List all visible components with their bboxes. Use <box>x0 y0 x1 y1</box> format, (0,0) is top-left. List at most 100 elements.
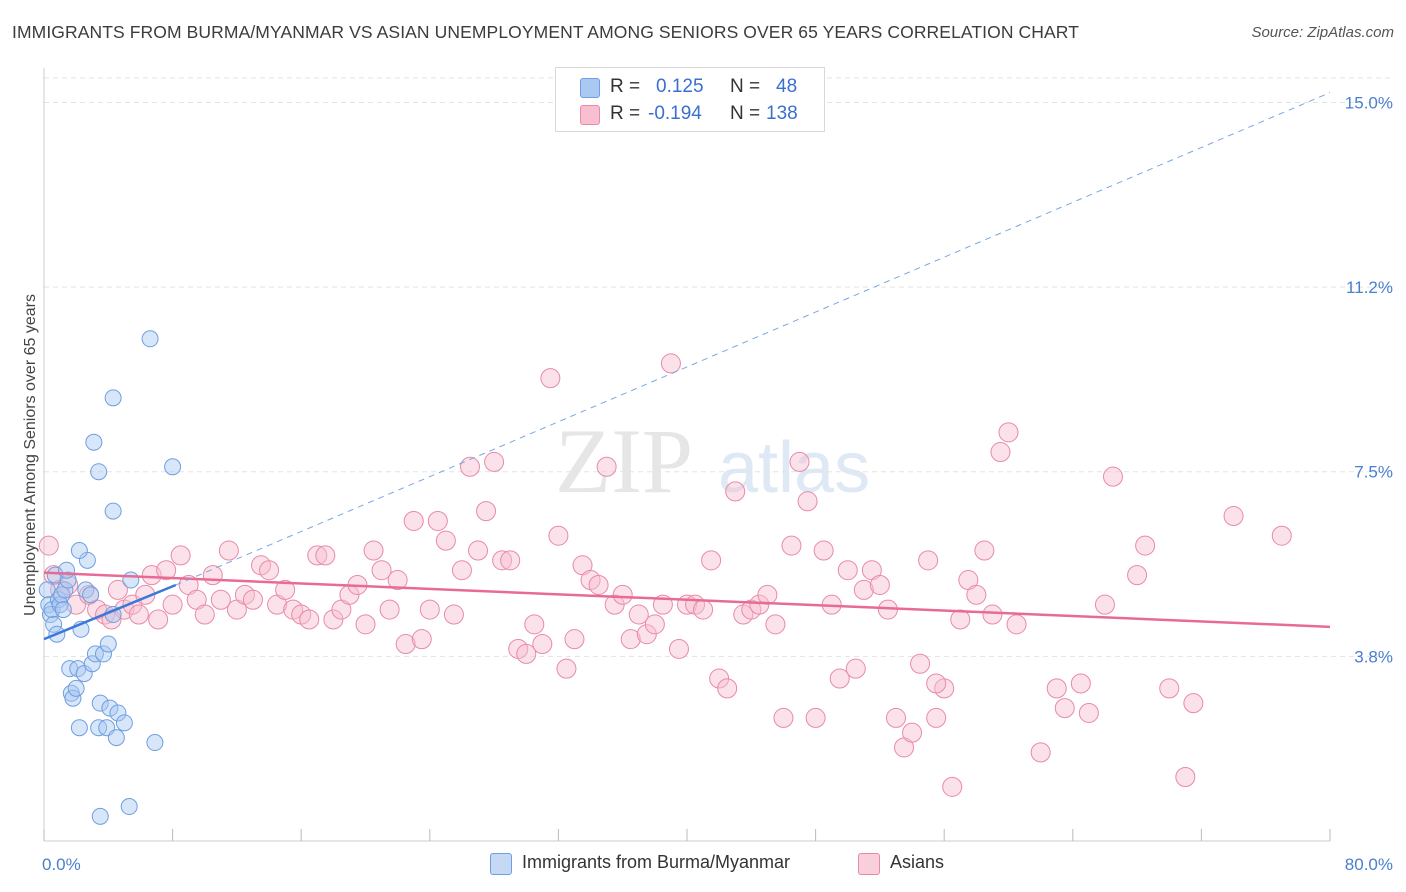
data-point <box>395 634 416 655</box>
watermark: ZIP atlas <box>555 410 870 512</box>
data-point <box>427 510 448 531</box>
legend-r-value: 0.125 <box>656 76 704 97</box>
data-point <box>45 615 63 633</box>
data-point <box>54 601 72 619</box>
y-tick-label: 11.2% <box>1346 278 1393 297</box>
data-point <box>853 579 874 600</box>
data-point <box>242 589 263 610</box>
legend-r-label: R = <box>610 103 641 124</box>
data-point <box>83 655 101 673</box>
data-point <box>38 535 59 556</box>
data-point <box>564 629 585 650</box>
data-point <box>612 584 633 605</box>
data-point <box>46 566 64 584</box>
data-point <box>813 540 834 561</box>
data-point <box>162 594 183 615</box>
data-point <box>387 570 408 591</box>
bottom-legend-label-asians: Asians <box>890 852 945 872</box>
data-point <box>70 719 88 737</box>
data-point <box>56 581 74 599</box>
bottom-legend-label-burma: Immigrants from Burma/Myanmar <box>522 852 791 872</box>
data-point <box>91 807 109 825</box>
data-point <box>789 451 810 472</box>
series-layer <box>38 92 1331 825</box>
data-point <box>451 560 472 581</box>
watermark-zip: ZIP <box>555 410 693 512</box>
data-point <box>403 510 424 531</box>
data-point <box>837 560 858 581</box>
data-point <box>90 463 108 481</box>
data-point <box>532 634 553 655</box>
data-point <box>966 584 987 605</box>
data-point <box>781 535 802 556</box>
data-point <box>556 658 577 679</box>
data-point <box>70 542 88 560</box>
data-point <box>85 433 103 451</box>
legend-r-label: R = <box>610 76 641 97</box>
source-label: Source: ZipAtlas.com <box>1251 24 1394 41</box>
data-point <box>104 389 122 407</box>
data-point <box>101 699 119 717</box>
data-point <box>435 530 456 551</box>
data-point <box>1175 766 1196 787</box>
data-point <box>107 729 125 747</box>
data-point <box>218 540 239 561</box>
data-point <box>701 550 722 571</box>
series-burma <box>38 330 182 825</box>
data-point <box>500 550 521 571</box>
data-point <box>492 550 513 571</box>
data-point <box>693 599 714 620</box>
data-point <box>805 707 826 728</box>
data-point <box>67 679 85 697</box>
data-point <box>476 501 497 522</box>
data-point <box>845 658 866 679</box>
legend-n-value: 48 <box>776 76 798 97</box>
data-point <box>668 638 689 659</box>
data-point <box>797 491 818 512</box>
data-point <box>77 581 95 599</box>
gridlines <box>44 77 1390 657</box>
data-point <box>910 653 931 674</box>
data-point <box>109 704 127 722</box>
legend-n-value: 138 <box>766 103 798 124</box>
data-point <box>757 584 778 605</box>
y-tick-label: 7.5% <box>1354 463 1393 482</box>
data-point <box>644 614 665 635</box>
data-point <box>628 604 649 625</box>
data-point <box>1183 693 1204 714</box>
bottom-legend-swatch-burma <box>490 853 512 875</box>
data-point <box>141 330 159 348</box>
data-point <box>459 456 480 477</box>
data-point <box>122 571 140 589</box>
data-point <box>371 560 392 581</box>
data-point <box>974 540 995 561</box>
y-tick-label: 3.8% <box>1354 647 1393 666</box>
legend-swatch-asians <box>580 105 600 125</box>
data-point <box>379 599 400 620</box>
correlation-legend: R = 0.125 N = 48 R = -0.194 N = 138 <box>555 67 825 132</box>
data-point <box>107 579 128 600</box>
trend-line-asians <box>43 571 1331 629</box>
data-point <box>516 643 537 664</box>
data-point <box>1271 525 1292 546</box>
x-ticks <box>43 829 1331 841</box>
data-point <box>363 540 384 561</box>
data-point <box>1078 702 1099 723</box>
data-point <box>355 614 376 635</box>
trend-extension-burma <box>175 92 1331 586</box>
data-point <box>524 614 545 635</box>
data-point <box>1046 678 1067 699</box>
data-point <box>990 442 1011 463</box>
data-point <box>548 525 569 546</box>
data-point <box>773 707 794 728</box>
y-tick-label: 15.0% <box>1345 93 1393 112</box>
data-point <box>194 604 215 625</box>
data-point <box>128 604 149 625</box>
data-point <box>202 565 223 586</box>
bottom-legend-burma: Immigrants from Burma/Myanmar <box>490 852 850 876</box>
data-point <box>53 586 71 604</box>
data-point <box>484 451 505 472</box>
bottom-legend-asians: Asians <box>858 852 978 876</box>
data-point <box>443 604 464 625</box>
data-point <box>275 579 296 600</box>
